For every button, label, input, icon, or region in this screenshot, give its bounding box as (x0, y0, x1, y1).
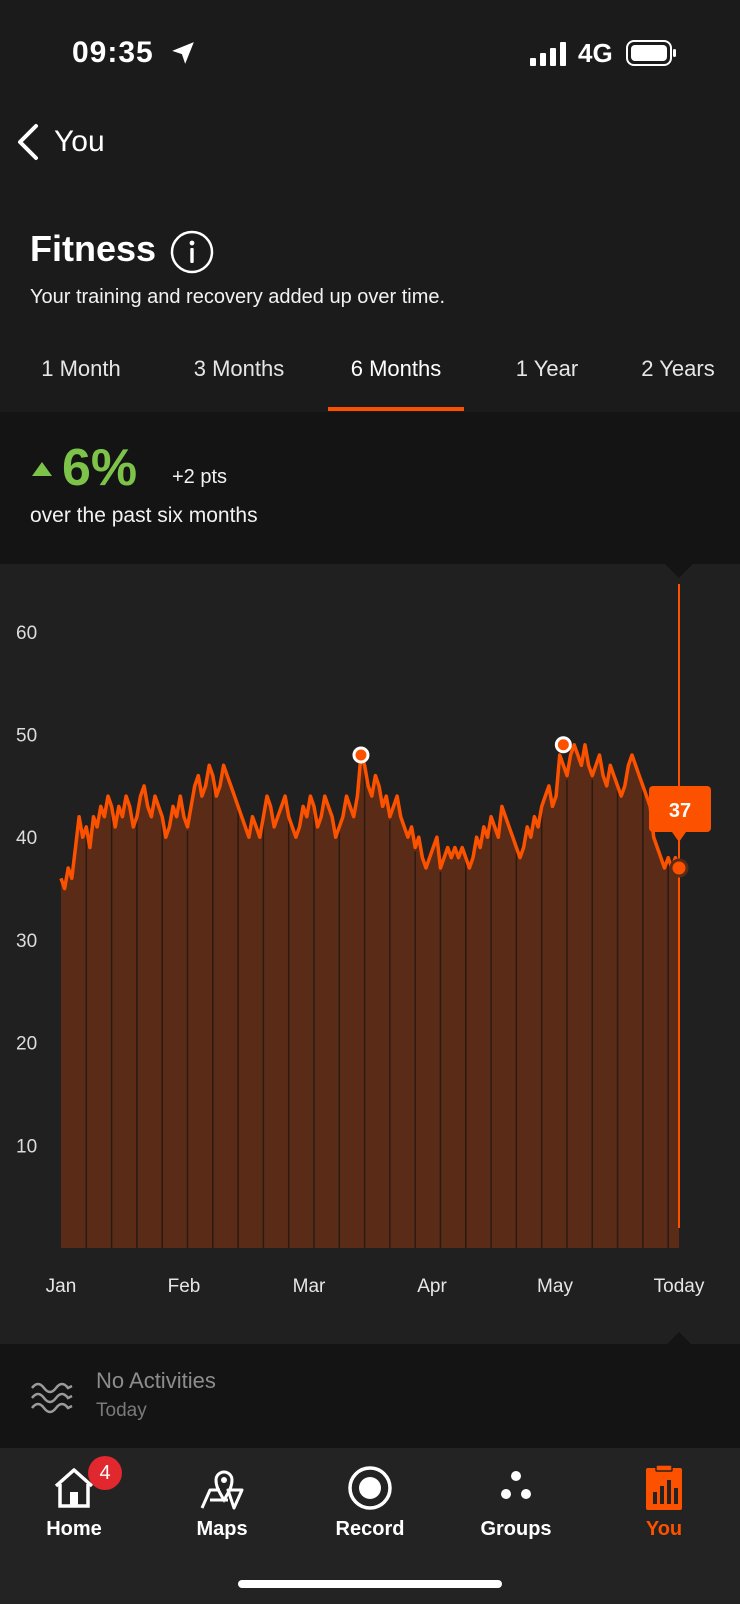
nav-you-label: You (645, 1518, 683, 1540)
change-period: over the past six months (30, 504, 258, 527)
battery-icon (626, 40, 676, 66)
x-tick-label: Mar (293, 1276, 326, 1297)
fitness-chart[interactable]: 10 20 30 40 50 60 37 Jan Feb Mar Apr May Today (0, 564, 740, 1344)
tab-6-months[interactable]: 6 Months (350, 356, 442, 381)
x-tick-label: Today (654, 1276, 705, 1297)
tab-1-year[interactable]: 1 Year (515, 356, 579, 381)
nav-maps[interactable]: Maps (162, 1456, 282, 1541)
nav-home[interactable]: Home (14, 1456, 134, 1541)
back-button[interactable]: You (14, 120, 105, 164)
home-indicator[interactable] (238, 1580, 502, 1588)
notification-badge: 4 (88, 1456, 122, 1490)
tab-1-month[interactable]: 1 Month (41, 356, 121, 381)
current-value-label: 37 (669, 800, 691, 822)
chevron-left-icon (18, 124, 38, 160)
x-tick-label: Feb (168, 1276, 201, 1297)
active-tab-indicator (328, 407, 464, 411)
bottom-nav (0, 1448, 740, 1604)
y-tick-label: 40 (16, 828, 37, 849)
page-title: Fitness (30, 228, 157, 269)
x-tick-label: May (537, 1276, 573, 1297)
current-value-tooltip: 37 (649, 786, 711, 842)
fitness-summary (0, 412, 740, 564)
activities-panel[interactable] (0, 1344, 740, 1448)
groups-icon (501, 1471, 531, 1499)
you-icon (646, 1464, 682, 1510)
record-icon (348, 1466, 392, 1510)
info-icon[interactable] (170, 230, 214, 274)
change-percent: 6% (62, 439, 138, 497)
page-subtitle: Your training and recovery added up over… (30, 286, 446, 308)
y-tick-label: 30 (16, 931, 37, 952)
tab-3-months[interactable]: 3 Months (193, 356, 285, 381)
range-tabs: 1 Month 3 Months 6 Months 1 Year 2 Years (0, 340, 740, 413)
map-pin-icon (200, 1470, 244, 1510)
y-tick-label: 20 (16, 1034, 37, 1055)
no-activities-label: No Activities (96, 1368, 216, 1393)
peak-marker[interactable] (554, 736, 572, 754)
x-tick-label: Apr (417, 1276, 447, 1297)
y-tick-label: 10 (16, 1136, 37, 1157)
nav-groups[interactable]: Groups (456, 1456, 576, 1541)
fitness-line (59, 743, 681, 891)
network-type: 4G (578, 38, 613, 68)
nav-record[interactable]: Record (310, 1456, 430, 1541)
activities-date: Today (96, 1400, 147, 1421)
fitness-area (61, 744, 679, 1248)
peak-marker[interactable] (352, 746, 370, 764)
home-icon (54, 1468, 94, 1508)
y-tick-label: 60 (16, 623, 37, 644)
change-points: +2 pts (172, 466, 228, 488)
x-tick-label: Jan (46, 1276, 77, 1297)
location-arrow-icon (172, 42, 194, 64)
nav-you[interactable]: You (604, 1456, 724, 1541)
nav-maps-label: Maps (196, 1518, 248, 1540)
y-tick-label: 50 (16, 726, 37, 747)
back-label: You (54, 125, 105, 158)
panel-notch (665, 1332, 693, 1346)
tab-2-years[interactable]: 2 Years (641, 356, 715, 381)
trend-up-icon (32, 462, 52, 476)
nav-groups-label: Groups (480, 1518, 552, 1540)
nav-home-label: Home (46, 1518, 102, 1540)
activity-wave-icon (31, 1382, 73, 1414)
cursor-notch-top (665, 564, 693, 578)
status-time: 09:35 (72, 36, 154, 69)
signal-icon (530, 42, 566, 66)
current-point (669, 858, 689, 878)
nav-record-label: Record (335, 1518, 405, 1540)
